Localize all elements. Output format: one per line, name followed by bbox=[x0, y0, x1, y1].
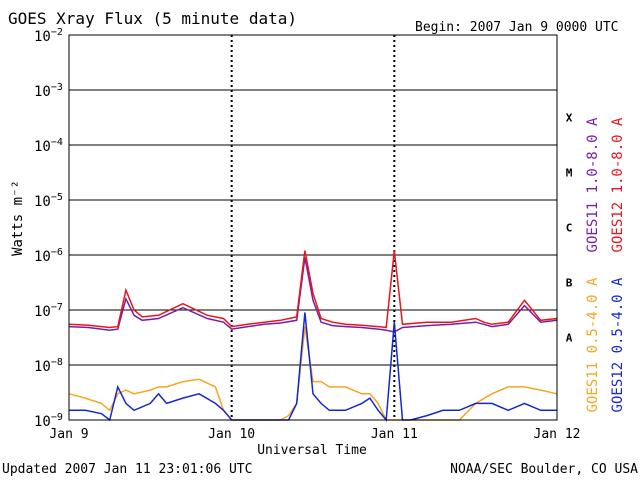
legend: GOES11 1.0-8.0 A GOES12 1.0-8.0 A GOES11 0… bbox=[585, 117, 626, 412]
series-line bbox=[68, 257, 558, 333]
y-tick-label: 10−5 bbox=[34, 192, 63, 210]
y-tick-label: 10−3 bbox=[34, 82, 63, 100]
updated-timestamp: Updated 2007 Jan 11 23:01:06 UTC bbox=[2, 462, 252, 477]
y-tick-label: 10−6 bbox=[34, 247, 63, 265]
begin-time: Begin: 2007 Jan 9 0000 UTC bbox=[415, 20, 619, 35]
y-axis-ticks: 10−2 10−3 10−4 10−5 10−6 10−7 10−8 10−9 bbox=[34, 27, 63, 430]
flare-class-label: B bbox=[566, 277, 573, 290]
x-axis-ticks: Jan 9 Jan 10 Jan 11 Jan 12 bbox=[49, 427, 580, 442]
series-line bbox=[68, 250, 558, 329]
y-axis-label: Watts m⁻² bbox=[10, 180, 26, 256]
grid-lines bbox=[69, 34, 557, 421]
flare-class-label: X bbox=[566, 112, 573, 125]
source-credit: NOAA/SEC Boulder, CO USA bbox=[450, 462, 638, 477]
day-separators bbox=[230, 35, 396, 420]
legend-entry: GOES11 1.0-8.0 A bbox=[585, 117, 601, 252]
y-tick-label: 10−4 bbox=[34, 137, 63, 155]
legend-entry: GOES11 0.5-4.0 A bbox=[585, 277, 601, 412]
x-tick-label: Jan 11 bbox=[371, 427, 418, 442]
plot-frame bbox=[68, 34, 558, 421]
x-tick-label: Jan 10 bbox=[208, 427, 255, 442]
x-axis-label: Universal Time bbox=[257, 443, 367, 458]
series-line bbox=[69, 312, 557, 422]
flare-class-labels: X M C B A bbox=[566, 112, 573, 345]
legend-entry: GOES12 0.5-4.0 A bbox=[610, 277, 626, 412]
chart-title: GOES Xray Flux (5 minute data) bbox=[8, 9, 297, 28]
y-tick-label: 10−9 bbox=[34, 412, 63, 430]
y-tick-label: 10−2 bbox=[34, 27, 63, 45]
flare-class-label: A bbox=[566, 332, 573, 345]
flare-class-label: M bbox=[566, 167, 573, 180]
x-tick-label: Jan 12 bbox=[534, 427, 581, 442]
y-tick-label: 10−7 bbox=[34, 302, 63, 320]
x-tick-label: Jan 9 bbox=[49, 427, 88, 442]
flare-class-label: C bbox=[566, 222, 573, 235]
series-lines bbox=[68, 250, 558, 422]
y-tick-label: 10−8 bbox=[34, 357, 63, 375]
legend-entry: GOES12 1.0-8.0 A bbox=[610, 117, 626, 252]
series-line bbox=[68, 326, 558, 421]
